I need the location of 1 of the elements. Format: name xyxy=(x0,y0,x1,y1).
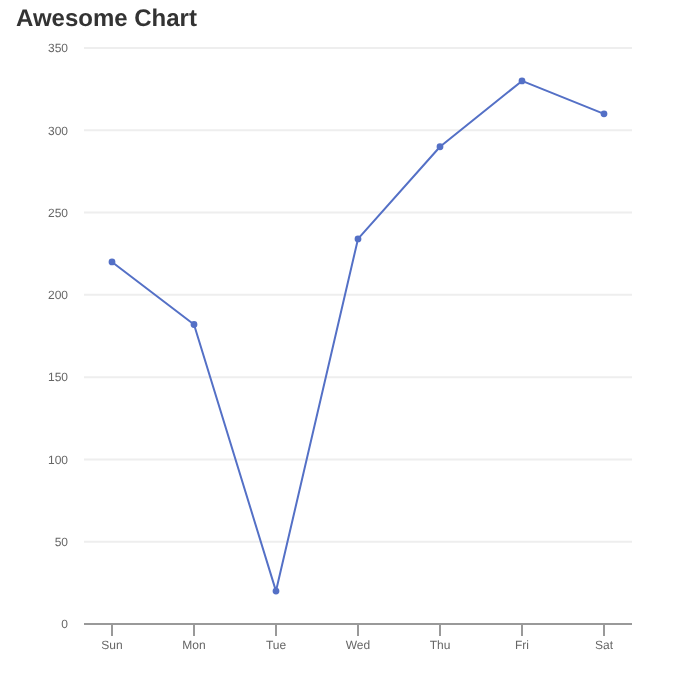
chart-title: Awesome Chart xyxy=(16,4,199,32)
